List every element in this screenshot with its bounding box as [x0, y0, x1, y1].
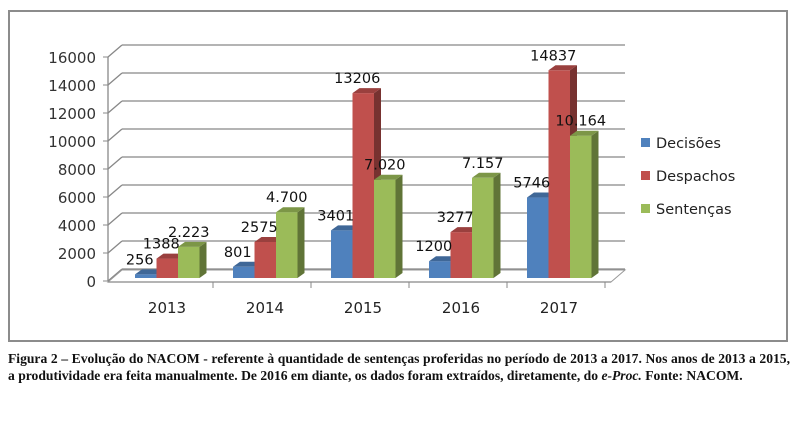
bar-side	[591, 130, 599, 278]
bar-top	[429, 256, 458, 262]
bar-front	[233, 266, 255, 278]
bar-front	[527, 197, 549, 278]
bar-front	[276, 212, 298, 278]
legend-swatch	[641, 204, 650, 213]
y-tick-label: 2000	[58, 245, 96, 263]
y-tick-label: 8000	[58, 161, 96, 179]
side-wall-gridline	[107, 156, 123, 170]
caption-italic: e-Proc.	[601, 368, 642, 383]
y-tick-label: 16000	[48, 49, 96, 67]
bar-front	[156, 258, 178, 278]
data-label: 256	[126, 252, 154, 268]
caption-lead: Figura 2 – Evolução do NACOM - referente…	[8, 351, 790, 383]
legend-swatch	[641, 138, 650, 147]
bar	[276, 207, 305, 278]
data-label: 4.700	[266, 190, 308, 206]
data-label: 3277	[437, 210, 474, 226]
bar-top	[570, 130, 599, 136]
side-wall-gridline	[107, 100, 123, 114]
bar-front	[570, 135, 592, 278]
bar-top	[527, 192, 556, 198]
data-label: 801	[224, 245, 252, 261]
data-label: 3401	[317, 208, 354, 224]
data-label: 2.223	[168, 225, 210, 241]
bar-front	[429, 261, 451, 278]
y-tick-label: 10000	[48, 133, 96, 151]
side-wall-gridline	[107, 184, 123, 198]
chart: 0 2000 4000 6000 8000 10000 12000 14000 16000 201…	[48, 44, 735, 317]
side-wall-gridline	[107, 44, 123, 58]
bar-top	[352, 88, 381, 94]
bar-top	[472, 172, 501, 178]
bar-top	[233, 261, 262, 267]
x-tick-label: 2015	[344, 299, 382, 317]
data-label: 13206	[334, 71, 380, 87]
data-label: 1388	[143, 237, 180, 253]
bar-front	[450, 232, 472, 278]
y-tick-label: 14000	[48, 77, 96, 95]
bar-top	[331, 225, 360, 231]
x-tick-label: 2017	[540, 299, 578, 317]
figure-caption: Figura 2 – Evolução do NACOM - referente…	[8, 350, 790, 384]
data-label: 7.157	[462, 156, 504, 172]
x-tick-label: 2016	[442, 299, 480, 317]
x-tick-label: 2013	[148, 299, 186, 317]
legend-item: Sentenças	[641, 202, 732, 218]
bar-front	[374, 179, 396, 278]
bar-top	[156, 253, 185, 259]
bar-top	[450, 227, 479, 233]
legend-item: Despachos	[641, 169, 735, 185]
data-label: 10.164	[555, 114, 606, 130]
bar	[178, 241, 207, 278]
bar-top	[276, 207, 305, 213]
bar-front	[352, 93, 374, 278]
x-tick-label: 2014	[246, 299, 284, 317]
data-label: 5746	[513, 176, 550, 192]
legend-label: Despachos	[656, 169, 735, 185]
bar-side	[493, 172, 501, 278]
bar	[472, 172, 501, 278]
legend-item: Decisões	[641, 136, 721, 152]
bar-top	[548, 65, 577, 71]
legend-label: Decisões	[656, 136, 721, 152]
bar-top	[254, 236, 283, 242]
data-label: 2575	[241, 220, 278, 236]
side-wall-gridline	[107, 212, 123, 226]
legend-label: Sentenças	[656, 202, 732, 218]
y-tick-label: 4000	[58, 217, 96, 235]
bar	[374, 174, 403, 278]
side-wall-gridline	[107, 268, 123, 282]
data-label: 7.020	[364, 158, 406, 174]
side-wall-gridline	[107, 72, 123, 86]
data-label: 1200	[415, 239, 452, 255]
bar-front	[548, 70, 570, 278]
side-wall-gridline	[107, 240, 123, 254]
bar-side	[297, 207, 305, 278]
bar-side	[395, 174, 403, 278]
data-label: 14837	[530, 48, 576, 64]
bar-top	[374, 174, 403, 180]
legend-swatch	[641, 171, 650, 180]
caption-tail: Fonte: NACOM.	[641, 368, 743, 383]
bar-front	[331, 230, 353, 278]
bar-side	[199, 241, 207, 278]
y-tick-label: 12000	[48, 105, 96, 123]
chart-frame	[8, 10, 788, 342]
side-wall-gridline	[107, 128, 123, 142]
bar-front	[135, 274, 157, 278]
y-tick-label: 0	[86, 273, 96, 291]
y-tick-label: 6000	[58, 189, 96, 207]
bar-front	[472, 177, 494, 278]
bar	[570, 130, 599, 278]
bar-top	[178, 241, 207, 247]
bar-top	[135, 269, 164, 275]
bar-front	[178, 246, 200, 278]
bar-front	[254, 241, 276, 278]
